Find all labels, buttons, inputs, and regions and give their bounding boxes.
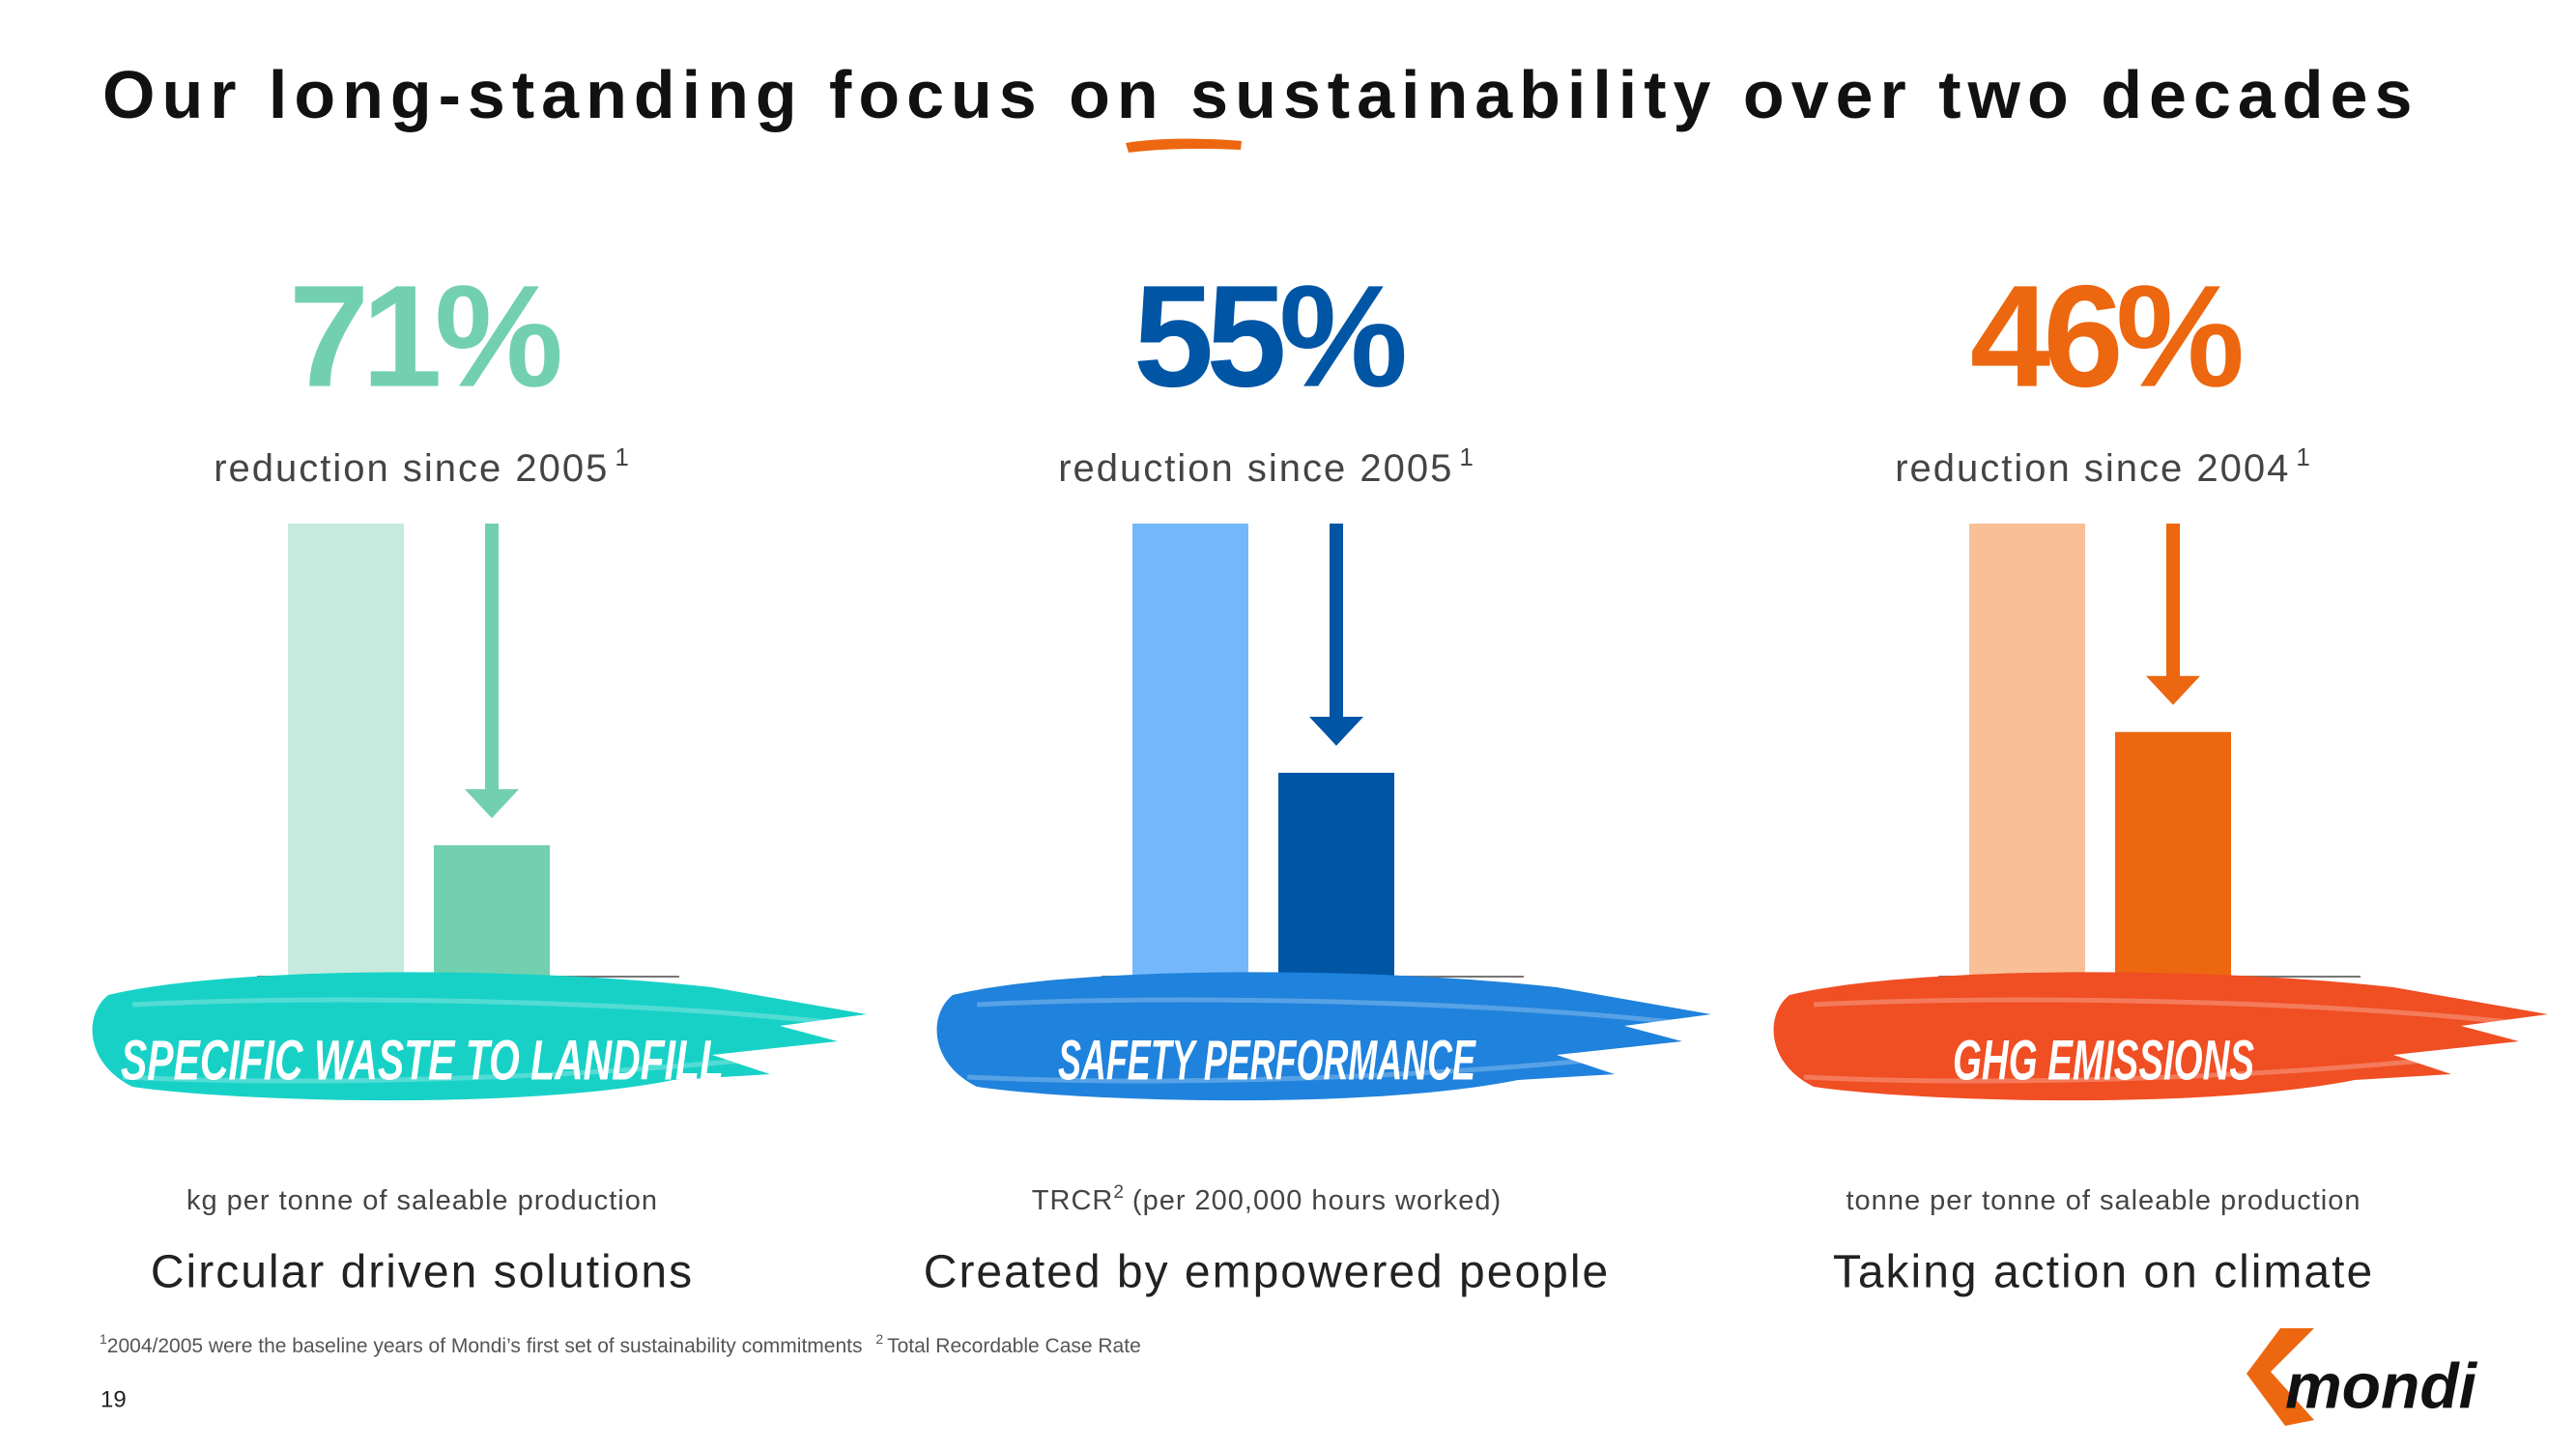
subtitle-text: reduction since 2004 — [1895, 447, 2290, 490]
footnote-mark: 2 — [1113, 1182, 1125, 1203]
subtitle: reduction since 2005 1 — [1058, 442, 1475, 490]
brush-streak — [1803, 997, 2510, 1084]
subtitle: reduction since 2005 1 — [214, 442, 631, 490]
bar — [1132, 524, 1248, 977]
category-label: SAFETY PERFORMANCE — [1058, 1029, 1476, 1092]
bar — [1969, 524, 2085, 977]
unit: kg per tonne of saleable production — [186, 1185, 658, 1216]
logo-text: mondi — [2285, 1350, 2478, 1421]
footnote-mark: 2 — [875, 1331, 883, 1347]
subtitle-text: reduction since 2005 — [214, 447, 609, 490]
footnote-text: 2004/2005 were the baseline years of Mon… — [107, 1335, 863, 1357]
subtitle-text: reduction since 2005 — [1058, 447, 1453, 490]
headline: 46% — [1970, 255, 2242, 417]
slide-title: Our long-standing focus on sustainabilit… — [102, 57, 2419, 132]
arrow-shaft — [485, 524, 499, 793]
unit: TRCR2 (per 200,000 hours worked) — [1032, 1182, 1502, 1216]
brush-stroke — [1773, 972, 2548, 1101]
subtitle: reduction since 2004 1 — [1895, 442, 2312, 490]
footnote-mark: 1 — [2296, 442, 2311, 471]
unit-text: TRCR — [1032, 1185, 1114, 1216]
unit: tonne per tonne of saleable production — [1846, 1185, 2361, 1216]
bar — [2115, 731, 2231, 977]
arrow-shaft — [2166, 524, 2180, 680]
headline: 71% — [289, 255, 560, 417]
footnote-mark: 1 — [1459, 442, 1474, 471]
tagline: Taking action on climate — [1833, 1247, 2374, 1298]
bar — [434, 844, 550, 977]
arrow-head — [1309, 716, 1363, 746]
bar — [1278, 772, 1394, 977]
brush-streak — [966, 997, 1674, 1084]
unit-text: kg per tonne of saleable production — [186, 1185, 658, 1216]
footnote: 12004/2005 were the baseline years of Mo… — [100, 1331, 1141, 1357]
category-label: SPECIFIC WASTE TO LANDFILL — [121, 1029, 724, 1092]
title-underline — [1126, 138, 1242, 153]
footnote-mark: 1 — [100, 1331, 107, 1347]
logo: mondi — [2247, 1328, 2478, 1426]
tagline: Created by empowered people — [924, 1247, 1610, 1298]
footnote-text: Total Recordable Case Rate — [887, 1335, 1141, 1357]
headline: 55% — [1133, 255, 1405, 417]
brush-stroke — [92, 972, 868, 1101]
arrow-shaft — [1330, 524, 1343, 721]
brush-stroke — [936, 972, 1711, 1101]
unit-text: (per 200,000 hours worked) — [1132, 1185, 1502, 1216]
category-label: GHG EMISSIONS — [1953, 1029, 2254, 1092]
footnote-mark: 1 — [615, 442, 630, 471]
page-number: 19 — [100, 1386, 127, 1412]
logo-mark — [2247, 1328, 2314, 1426]
arrow-head — [2146, 675, 2200, 705]
brush-streak — [122, 997, 829, 1084]
tagline: Circular driven solutions — [151, 1247, 694, 1298]
unit-text: tonne per tonne of saleable production — [1846, 1185, 2361, 1216]
bar — [288, 524, 404, 977]
arrow-head — [465, 788, 519, 818]
